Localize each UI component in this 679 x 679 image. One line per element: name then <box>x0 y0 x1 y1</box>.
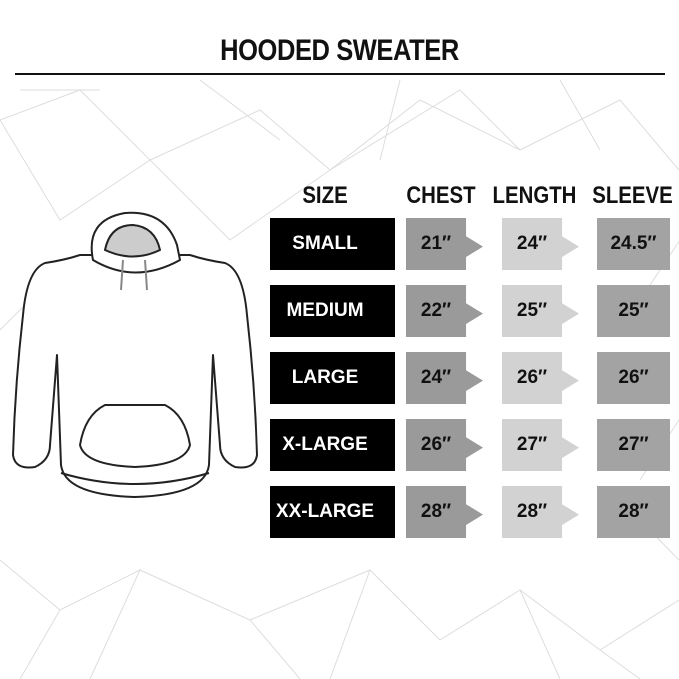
size-cell: SMALL <box>270 218 395 270</box>
column-header-sleeve: SLEEVE <box>592 182 673 209</box>
chart-title: HOODED SWEATER <box>220 34 459 67</box>
column-header-length: LENGTH <box>492 182 577 209</box>
sleeve-cell: 27″ <box>597 419 670 471</box>
sleeve-cell: 24.5″ <box>597 218 670 270</box>
column-header-chest: CHEST <box>406 182 476 209</box>
size-cell: MEDIUM <box>270 285 395 337</box>
sleeve-cell: 26″ <box>597 352 670 404</box>
hoodie-illustration <box>12 211 258 498</box>
title-divider <box>15 73 665 75</box>
size-cell: X-LARGE <box>270 419 395 471</box>
column-header-size: SIZE <box>302 182 348 209</box>
size-cell: LARGE <box>270 352 395 404</box>
sleeve-cell: 25″ <box>597 285 670 337</box>
size-cell: XX-LARGE <box>270 486 395 538</box>
sleeve-cell: 28″ <box>597 486 670 538</box>
